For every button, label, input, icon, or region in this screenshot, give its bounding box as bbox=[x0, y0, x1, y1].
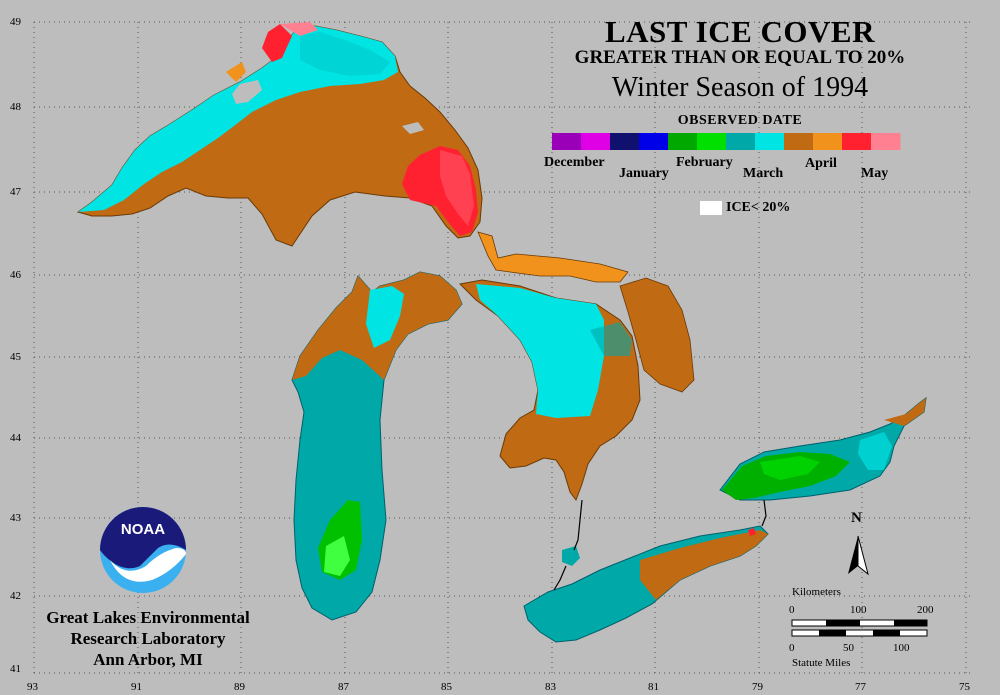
scale-mi-title: Statute Miles bbox=[792, 657, 851, 669]
legend-heading: OBSERVED DATE bbox=[677, 113, 803, 128]
lake-erie bbox=[523, 525, 769, 643]
lat-label: 43 bbox=[10, 512, 21, 524]
scale-km-tick: 0 bbox=[789, 604, 795, 616]
scale-km-tick: 200 bbox=[917, 604, 934, 616]
legend-month-december: December bbox=[544, 155, 605, 170]
legend-color-bar bbox=[552, 133, 901, 150]
legend-month-february: February bbox=[676, 155, 733, 170]
lake-michigan bbox=[291, 271, 463, 621]
lat-label: 48 bbox=[10, 101, 21, 113]
lon-label: 83 bbox=[545, 681, 556, 693]
lat-label: 41 bbox=[10, 663, 21, 675]
lake-superior bbox=[76, 22, 483, 247]
lon-label: 77 bbox=[855, 681, 866, 693]
legend-month-january: January bbox=[619, 166, 669, 181]
scale-km-title: Kilometers bbox=[792, 586, 841, 598]
scale-bar bbox=[791, 619, 928, 637]
lon-label: 87 bbox=[338, 681, 349, 693]
ice-below-threshold-label: ICE< 20% bbox=[726, 200, 791, 215]
legend-month-april: April bbox=[805, 156, 837, 171]
noaa-logo: NOAA bbox=[100, 507, 186, 593]
north-label: N bbox=[851, 510, 862, 526]
legend-swatch bbox=[784, 133, 814, 150]
lon-label: 75 bbox=[959, 681, 970, 693]
legend-swatch bbox=[639, 133, 669, 150]
map-subtitle: GREATER THAN OR EQUAL TO 20% bbox=[574, 47, 906, 68]
graticule bbox=[33, 21, 974, 674]
map-title: LAST ICE COVER bbox=[604, 14, 875, 49]
north-arrow bbox=[848, 535, 869, 576]
lab-name-line2: Research Laboratory bbox=[70, 629, 226, 648]
legend-swatch bbox=[668, 133, 698, 150]
lat-label: 49 bbox=[10, 16, 21, 28]
ice-below-threshold-swatch bbox=[700, 201, 722, 215]
lab-name-line1: Great Lakes Environmental bbox=[46, 608, 250, 627]
lon-label: 81 bbox=[648, 681, 659, 693]
legend-swatch bbox=[610, 133, 640, 150]
lon-label: 93 bbox=[27, 681, 38, 693]
lab-location: Ann Arbor, MI bbox=[93, 650, 203, 669]
season-label: Winter Season of 1994 bbox=[611, 72, 869, 103]
scale-mi-tick: 0 bbox=[789, 642, 795, 654]
scale-mi-tick: 100 bbox=[893, 642, 910, 654]
lon-label: 85 bbox=[441, 681, 452, 693]
logo-text: NOAA bbox=[121, 521, 165, 538]
lat-label: 44 bbox=[10, 432, 21, 444]
legend-swatch bbox=[813, 133, 843, 150]
legend-swatch bbox=[581, 133, 611, 150]
legend-swatch bbox=[842, 133, 872, 150]
lat-label: 42 bbox=[10, 590, 21, 602]
lake-st-clair bbox=[562, 546, 580, 566]
lat-label: 47 bbox=[10, 186, 21, 198]
north-channel bbox=[477, 231, 629, 283]
legend-swatch bbox=[552, 133, 582, 150]
legend-month-march: March bbox=[743, 166, 784, 181]
lake-huron bbox=[458, 277, 695, 502]
scale-mi-tick: 50 bbox=[843, 642, 854, 654]
legend-swatch bbox=[755, 133, 785, 150]
legend-month-may: May bbox=[861, 166, 889, 181]
lat-label: 45 bbox=[10, 351, 21, 363]
lon-label: 79 bbox=[752, 681, 763, 693]
legend-swatch bbox=[697, 133, 727, 150]
legend-swatch bbox=[871, 133, 901, 150]
lon-label: 91 bbox=[131, 681, 142, 693]
lon-label: 89 bbox=[234, 681, 245, 693]
scale-km-tick: 100 bbox=[850, 604, 867, 616]
lat-label: 46 bbox=[10, 269, 21, 281]
legend-swatch bbox=[726, 133, 756, 150]
lake-ontario bbox=[719, 396, 927, 501]
river bbox=[553, 499, 767, 591]
